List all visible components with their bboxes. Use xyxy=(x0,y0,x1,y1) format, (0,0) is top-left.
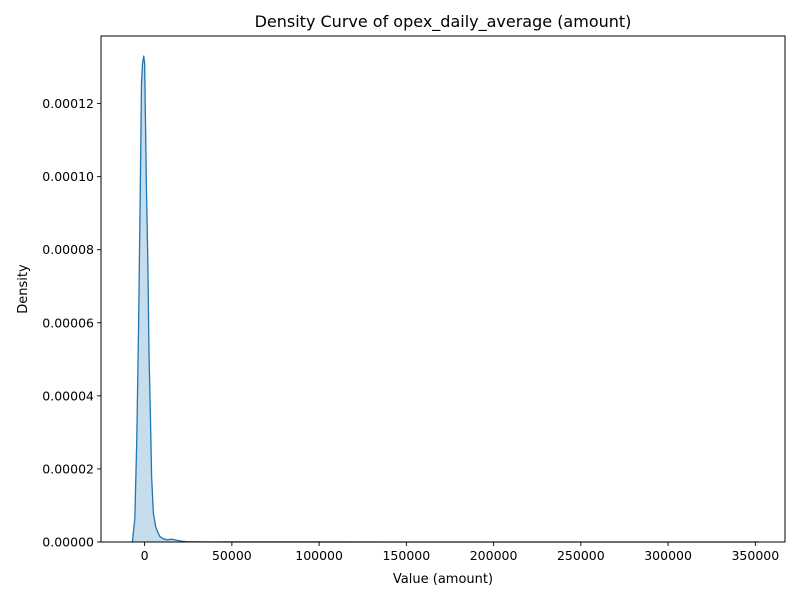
x-tick-label: 0 xyxy=(141,548,149,563)
y-tick-label: 0.00012 xyxy=(42,96,94,111)
plot-area xyxy=(131,55,759,543)
density-area-fill xyxy=(132,56,759,543)
y-tick-label: 0.00008 xyxy=(42,242,94,257)
x-axis-title: Value (amount) xyxy=(393,572,493,587)
y-tick-label: 0.00002 xyxy=(42,461,94,476)
y-tick-label: 0.00000 xyxy=(42,535,94,550)
x-tick-label: 350000 xyxy=(731,548,779,563)
density-curve-line xyxy=(131,55,759,543)
x-tick-label: 300000 xyxy=(644,548,692,563)
x-tick-label: 150000 xyxy=(382,548,430,563)
y-tick-label: 0.00004 xyxy=(42,388,94,403)
plot-frame xyxy=(100,35,786,543)
x-tick-label: 200000 xyxy=(470,548,518,563)
y-axis-title: Density xyxy=(16,264,31,314)
y-tick-label: 0.00006 xyxy=(42,315,94,330)
x-tick-label: 250000 xyxy=(557,548,605,563)
chart-title: Density Curve of opex_daily_average (amo… xyxy=(255,12,632,32)
y-axis: 0.00000 0.00002 0.00004 0.00006 0.00008 0.000… xyxy=(42,96,101,550)
x-axis: 0 50000 100000 150000 200000 250000 300000 3500… xyxy=(141,542,779,563)
y-tick-label: 0.00010 xyxy=(42,169,94,184)
x-tick-label: 50000 xyxy=(212,548,252,563)
x-tick-label: 100000 xyxy=(295,548,343,563)
